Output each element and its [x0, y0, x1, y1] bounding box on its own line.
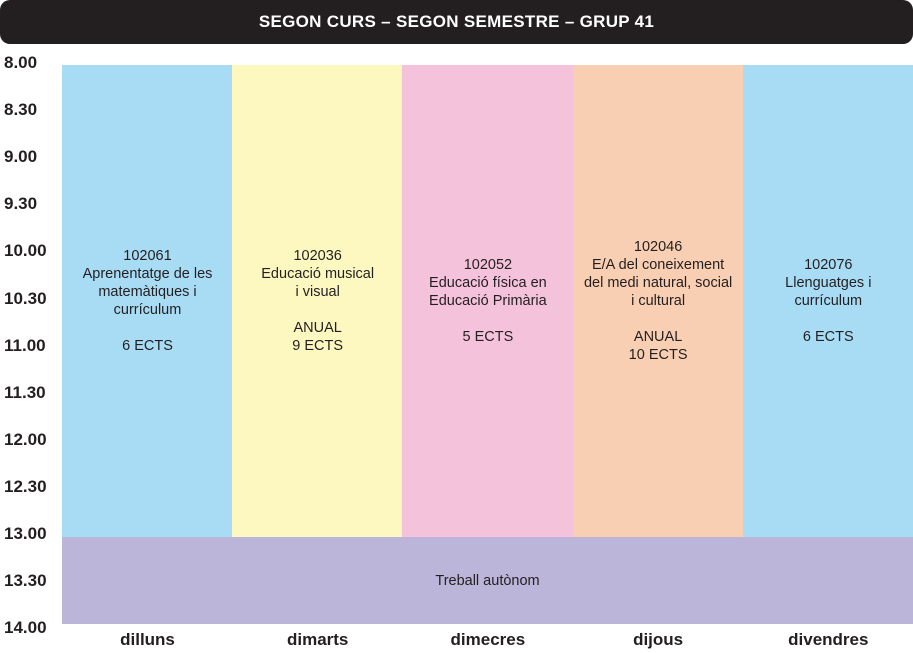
course-name: Aprenentatge de les	[82, 266, 213, 282]
day-label: dilluns	[120, 630, 175, 649]
course-block: 102046 E/A del coneixement del medi natura…	[572, 65, 744, 537]
credits-line: 5 ECTS	[462, 329, 514, 345]
autonomous-label: Treball autònom	[435, 572, 540, 589]
time-label: 8.00	[4, 53, 38, 72]
course-name: Educació física en	[429, 275, 547, 291]
course-block: 102036 Educació musical i visual ANUAL 9 ECT…	[232, 65, 404, 537]
course-code: 102076	[804, 257, 853, 273]
course-info: 102052 Educació física en Educació Primàri…	[429, 256, 547, 310]
credits-line: 10 ECTS	[628, 347, 688, 363]
course-block: 102052 Educació física en Educació Primàri…	[402, 65, 574, 537]
credits-line: 6 ECTS	[122, 338, 173, 354]
course-code: 102052	[463, 257, 513, 273]
course-name: Llenguatges i	[785, 275, 872, 291]
course-block: 102076 Llenguatges i currículum 6 ECTS	[742, 65, 913, 537]
time-label: 11.30	[4, 382, 46, 402]
autonomous-block: Treball autònom	[62, 537, 913, 624]
day-label: dimecres	[450, 630, 526, 649]
course-name: matemàtiques i	[98, 284, 197, 300]
time-label: 8.30	[4, 100, 38, 120]
course-name: del medi natural, social	[583, 275, 733, 291]
time-label: 13.00	[4, 524, 47, 543]
course-credits: 5 ECTS	[463, 328, 514, 346]
credits-line: 6 ECTS	[802, 329, 854, 345]
course-info: 102076 Llenguatges i currículum	[785, 256, 871, 310]
credits-line: 9 ECTS	[292, 338, 344, 354]
day-label: divendres	[788, 630, 869, 649]
credits-line: ANUAL	[293, 320, 342, 336]
time-label: 12.00	[4, 429, 47, 449]
course-block: 102061 Aprenentatge de les matemàtiques i c…	[62, 65, 233, 537]
course-name: Educació musical	[261, 266, 375, 282]
time-label: 14.00	[4, 618, 47, 638]
day-label: dimarts	[286, 630, 349, 649]
course-name: Educació Primària	[429, 293, 547, 309]
course-credits: ANUAL 9 ECTS	[292, 319, 343, 355]
title: SEGON CURS – SEGON SEMESTRE – GRUP 41	[258, 12, 655, 31]
course-credits: 6 ECTS	[803, 328, 854, 346]
course-credits: 6 ECTS	[122, 337, 173, 355]
time-label: 13.30	[4, 571, 47, 591]
course-name: E/A del coneixement	[591, 257, 725, 273]
time-label: 9.30	[4, 194, 38, 214]
course-info: 102061 Aprenentatge de les matemàtiques i c…	[83, 247, 213, 319]
header-bar: SEGON CURS – SEGON SEMESTRE – GRUP 41	[0, 0, 913, 44]
time-label: 9.00	[4, 147, 38, 167]
credits-line: ANUAL	[633, 329, 683, 345]
course-code: 102046	[633, 239, 683, 255]
course-name: i visual	[295, 284, 340, 300]
time-label: 12.30	[4, 476, 47, 496]
course-code: 102061	[123, 248, 172, 264]
course-name: currículum	[113, 302, 182, 318]
course-info: 102036 Educació musical i visual	[261, 247, 374, 301]
time-label: 10.30	[4, 288, 47, 308]
time-label: 10.00	[4, 241, 47, 261]
course-info: 102046 E/A del coneixement del medi natura…	[584, 238, 732, 310]
course-code: 102036	[293, 248, 342, 264]
course-credits: ANUAL 10 ECTS	[629, 328, 688, 364]
course-name: i cultural	[631, 293, 686, 309]
time-label: 11.00	[4, 335, 46, 355]
course-name: currículum	[794, 293, 863, 309]
day-label: dijous	[633, 630, 684, 649]
